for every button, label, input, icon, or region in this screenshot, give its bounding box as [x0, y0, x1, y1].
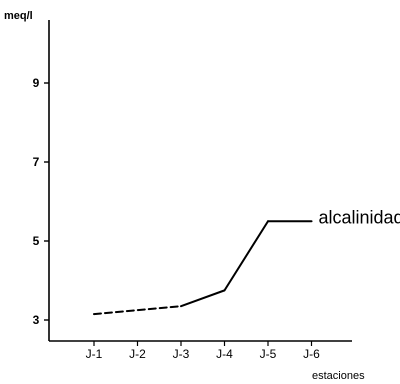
- y-tick-label: 5: [33, 234, 40, 248]
- x-ticks: J-1 J-2 J-3 J-4 J-5 J-6: [86, 341, 320, 361]
- series-group: alcalinidad: [93, 207, 400, 316]
- series-segment: [223, 220, 269, 292]
- x-tick-label: J-1: [86, 347, 103, 361]
- y-tick-label: 9: [33, 76, 40, 90]
- data-point: [223, 289, 226, 292]
- x-tick-label: J-5: [260, 347, 277, 361]
- y-ticks: 3 5 7 9: [33, 76, 49, 327]
- data-point: [180, 305, 182, 307]
- data-point: [267, 220, 269, 223]
- series-segment: [93, 305, 182, 316]
- data-point: [310, 220, 313, 223]
- data-point: [93, 313, 95, 315]
- series-label: alcalinidad: [319, 207, 400, 227]
- x-axis-label: estaciones: [312, 370, 365, 382]
- x-tick-label: J-4: [216, 347, 233, 361]
- axes: [48, 20, 352, 342]
- y-axis-label: meq/l: [4, 10, 33, 22]
- series-segment: [180, 289, 226, 308]
- x-tick-label: J-6: [303, 347, 320, 361]
- x-tick-label: J-3: [173, 347, 190, 361]
- y-tick-label: 7: [33, 155, 40, 169]
- y-tick-label: 3: [33, 313, 40, 327]
- x-tick-label: J-2: [129, 347, 146, 361]
